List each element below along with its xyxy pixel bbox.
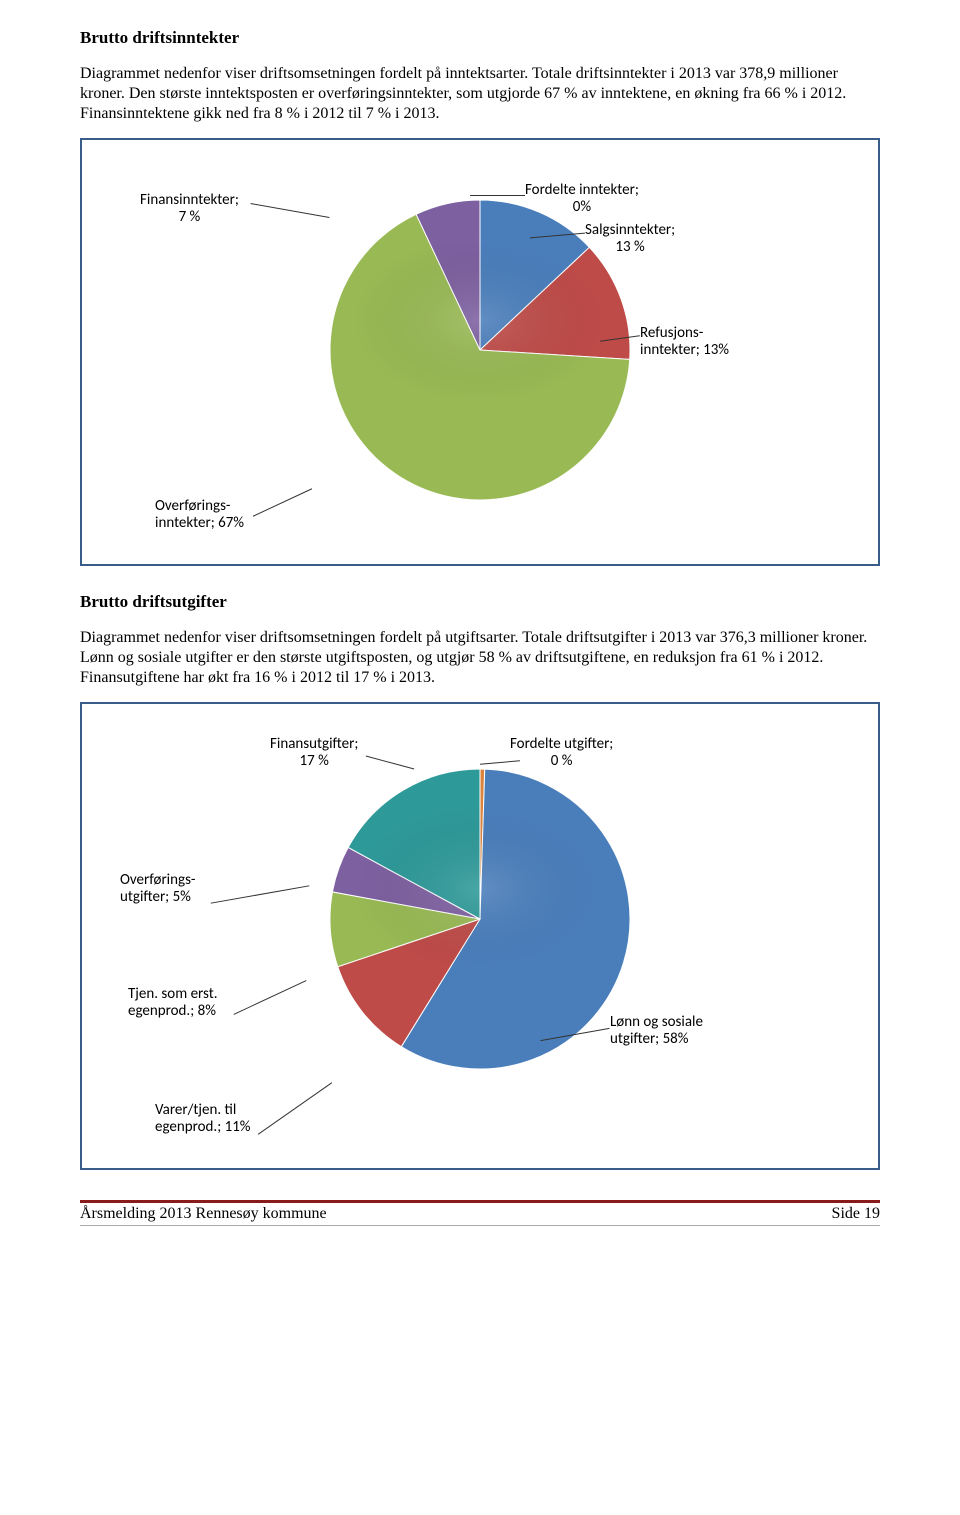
section1-heading: Brutto driftsinntekter [80,28,880,48]
expense-chart-box: Finansutgifter;17 % Fordelte utgifter;0 … [80,702,880,1170]
label-tjen-erst: Tjen. som erst.egenprod.; 8% [128,986,218,1021]
label-fordelte-utgifter: Fordelte utgifter;0 % [510,736,613,771]
page-footer: Årsmelding 2013 Rennesøy kommune Side 19 [80,1200,880,1226]
section1-paragraph: Diagrammet nedenfor viser driftsomsetnin… [80,64,880,124]
label-finansutgifter: Finansutgifter;17 % [270,736,358,771]
income-chart-box: Finansinntekter;7 % Fordelte inntekter;0… [80,138,880,566]
leader-line [234,980,307,1015]
label-finansinntekter: Finansinntekter;7 % [140,192,239,227]
label-lonn-sosiale: Lønn og sosialeutgifter; 58% [610,1014,750,1049]
label-refusjonsinntekter: Refusjons-inntekter; 13% [640,325,760,360]
footer-left: Årsmelding 2013 Rennesøy kommune [80,1205,327,1223]
label-overforingsinntekter: Overførings-inntekter; 67% [155,498,244,533]
leader-line [251,203,330,218]
leader-line [211,885,310,903]
leader-line [253,488,312,516]
label-varer-tjen: Varer/tjen. tilegenprod.; 11% [155,1102,251,1137]
section2-paragraph: Diagrammet nedenfor viser driftsomsetnin… [80,628,880,688]
section2-heading: Brutto driftsutgifter [80,592,880,612]
leader-line [258,1082,332,1134]
label-fordelte-inntekter: Fordelte inntekter;0% [525,182,639,217]
leader-line [470,195,525,196]
label-salgsinntekter: Salgsinntekter;13 % [585,222,675,257]
footer-right: Side 19 [832,1205,880,1223]
label-overforingsutgifter: Overførings-utgifter; 5% [120,872,196,907]
